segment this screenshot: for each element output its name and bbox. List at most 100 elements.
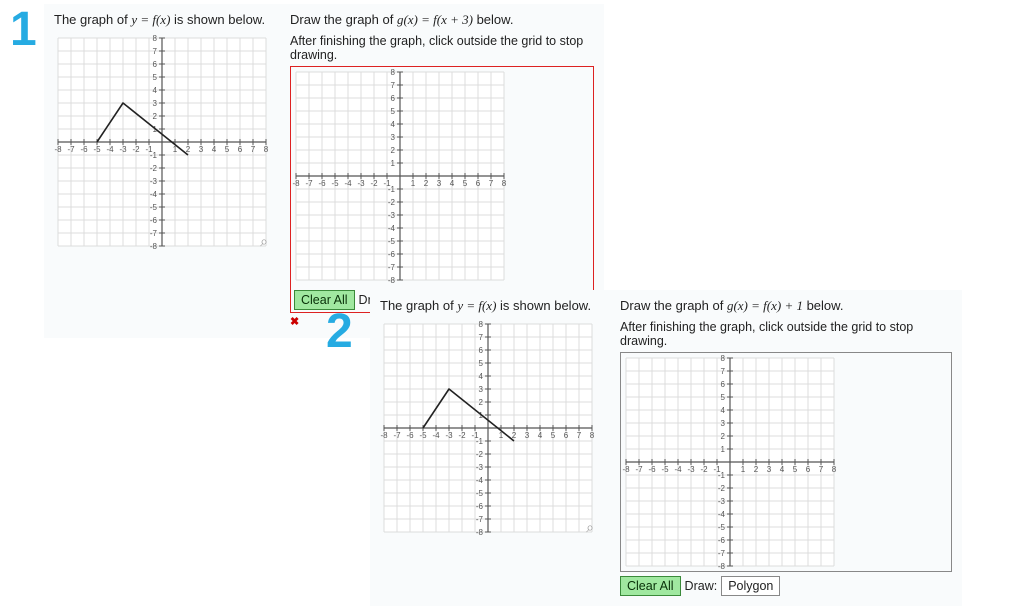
svg-text:7: 7 — [251, 145, 256, 154]
svg-text:8: 8 — [502, 179, 507, 188]
svg-text:-3: -3 — [476, 463, 484, 472]
svg-text:1: 1 — [391, 159, 396, 168]
p1-right-sub: After finishing the graph, click outside… — [290, 34, 594, 62]
p2-right-grid[interactable]: -8-7-6-5-4-3-2-112345678-8-7-6-5-4-3-2-1… — [622, 354, 838, 570]
svg-text:-4: -4 — [388, 224, 396, 233]
svg-text:-8: -8 — [380, 431, 388, 440]
clear-all-button[interactable]: Clear All — [620, 576, 681, 596]
text: is shown below. — [170, 12, 265, 27]
svg-text:6: 6 — [238, 145, 243, 154]
svg-text:-8: -8 — [150, 242, 158, 250]
p1-right-grid[interactable]: -8-7-6-5-4-3-2-112345678-8-7-6-5-4-3-2-1… — [292, 68, 508, 284]
svg-text:-3: -3 — [357, 179, 365, 188]
svg-text:-8: -8 — [476, 528, 484, 536]
svg-text:4: 4 — [479, 372, 484, 381]
text: The graph of — [54, 12, 131, 27]
svg-text:2: 2 — [721, 432, 726, 441]
svg-text:2: 2 — [153, 112, 158, 121]
p1-left-grid-wrap: -8-7-6-5-4-3-2-112345678-8-7-6-5-4-3-2-1… — [54, 34, 270, 250]
svg-text:-4: -4 — [106, 145, 114, 154]
svg-text:-7: -7 — [393, 431, 401, 440]
svg-text:-3: -3 — [119, 145, 127, 154]
p2-left-grid: -8-7-6-5-4-3-2-112345678-8-7-6-5-4-3-2-1… — [380, 320, 596, 536]
p2-right-title: Draw the graph of g(x) = f(x) + 1 below. — [620, 298, 952, 314]
magnifier-icon[interactable]: ⌕ — [260, 233, 268, 250]
text: below. — [473, 12, 513, 27]
svg-text:6: 6 — [153, 60, 158, 69]
svg-text:8: 8 — [832, 465, 837, 474]
svg-text:-2: -2 — [388, 198, 396, 207]
p2-right-sub: After finishing the graph, click outside… — [620, 320, 952, 348]
p2-right-grid-wrap[interactable]: -8-7-6-5-4-3-2-112345678-8-7-6-5-4-3-2-1… — [620, 352, 952, 572]
svg-text:5: 5 — [391, 107, 396, 116]
svg-text:-8: -8 — [718, 562, 726, 570]
svg-text:2: 2 — [424, 179, 429, 188]
draw-label: Draw: — [685, 579, 718, 593]
svg-text:6: 6 — [806, 465, 811, 474]
svg-text:-3: -3 — [687, 465, 695, 474]
svg-text:8: 8 — [479, 320, 484, 329]
svg-text:-2: -2 — [718, 484, 726, 493]
svg-text:-4: -4 — [476, 476, 484, 485]
svg-text:-7: -7 — [388, 263, 396, 272]
p1-left-title: The graph of y = f(x) is shown below. — [54, 12, 270, 28]
problem-2-block: The graph of y = f(x) is shown below. -8… — [370, 290, 962, 606]
svg-text:7: 7 — [819, 465, 824, 474]
svg-text:5: 5 — [721, 393, 726, 402]
svg-text:-7: -7 — [476, 515, 484, 524]
svg-text:-1: -1 — [718, 471, 726, 480]
svg-text:5: 5 — [153, 73, 158, 82]
svg-text:3: 3 — [391, 133, 396, 142]
svg-text:-7: -7 — [718, 549, 726, 558]
svg-text:3: 3 — [767, 465, 772, 474]
p2-right-panel: Draw the graph of g(x) = f(x) + 1 below.… — [620, 298, 952, 596]
svg-text:3: 3 — [525, 431, 530, 440]
svg-text:3: 3 — [199, 145, 204, 154]
svg-text:-5: -5 — [93, 145, 101, 154]
svg-text:-1: -1 — [476, 437, 484, 446]
svg-text:-7: -7 — [67, 145, 75, 154]
svg-text:6: 6 — [564, 431, 569, 440]
svg-text:3: 3 — [153, 99, 158, 108]
svg-text:-6: -6 — [318, 179, 326, 188]
svg-text:5: 5 — [551, 431, 556, 440]
svg-text:-5: -5 — [419, 431, 427, 440]
svg-text:7: 7 — [391, 81, 396, 90]
p1-right-panel: Draw the graph of g(x) = f(x + 3) below.… — [290, 12, 594, 328]
svg-text:-5: -5 — [718, 523, 726, 532]
svg-text:-6: -6 — [648, 465, 656, 474]
svg-text:-3: -3 — [445, 431, 453, 440]
svg-text:-6: -6 — [80, 145, 88, 154]
p1-right-grid-wrap[interactable]: -8-7-6-5-4-3-2-112345678-8-7-6-5-4-3-2-1… — [290, 66, 594, 313]
p2-left-grid-wrap: -8-7-6-5-4-3-2-112345678-8-7-6-5-4-3-2-1… — [380, 320, 596, 536]
polygon-button[interactable]: Polygon — [721, 576, 780, 596]
svg-text:6: 6 — [476, 179, 481, 188]
equation: y = f(x) — [131, 12, 170, 27]
svg-text:4: 4 — [780, 465, 785, 474]
text: Draw the graph of — [620, 298, 727, 313]
svg-text:-1: -1 — [150, 151, 158, 160]
svg-text:-7: -7 — [305, 179, 313, 188]
svg-text:-6: -6 — [718, 536, 726, 545]
svg-text:1: 1 — [741, 465, 746, 474]
svg-text:1: 1 — [721, 445, 726, 454]
svg-text:6: 6 — [391, 94, 396, 103]
svg-text:-1: -1 — [388, 185, 396, 194]
svg-text:2: 2 — [512, 431, 517, 440]
svg-text:7: 7 — [721, 367, 726, 376]
svg-text:4: 4 — [153, 86, 158, 95]
svg-text:-8: -8 — [622, 465, 630, 474]
magnifier-icon[interactable]: ⌕ — [586, 519, 594, 536]
svg-text:-6: -6 — [406, 431, 414, 440]
svg-text:4: 4 — [212, 145, 217, 154]
svg-text:-2: -2 — [700, 465, 708, 474]
svg-text:-6: -6 — [150, 216, 158, 225]
svg-text:3: 3 — [437, 179, 442, 188]
svg-text:5: 5 — [479, 359, 484, 368]
svg-text:-2: -2 — [370, 179, 378, 188]
p1-left-grid: -8-7-6-5-4-3-2-112345678-8-7-6-5-4-3-2-1… — [54, 34, 270, 250]
equation: g(x) = f(x) + 1 — [727, 298, 803, 313]
svg-text:7: 7 — [577, 431, 582, 440]
svg-text:-7: -7 — [150, 229, 158, 238]
svg-text:4: 4 — [721, 406, 726, 415]
